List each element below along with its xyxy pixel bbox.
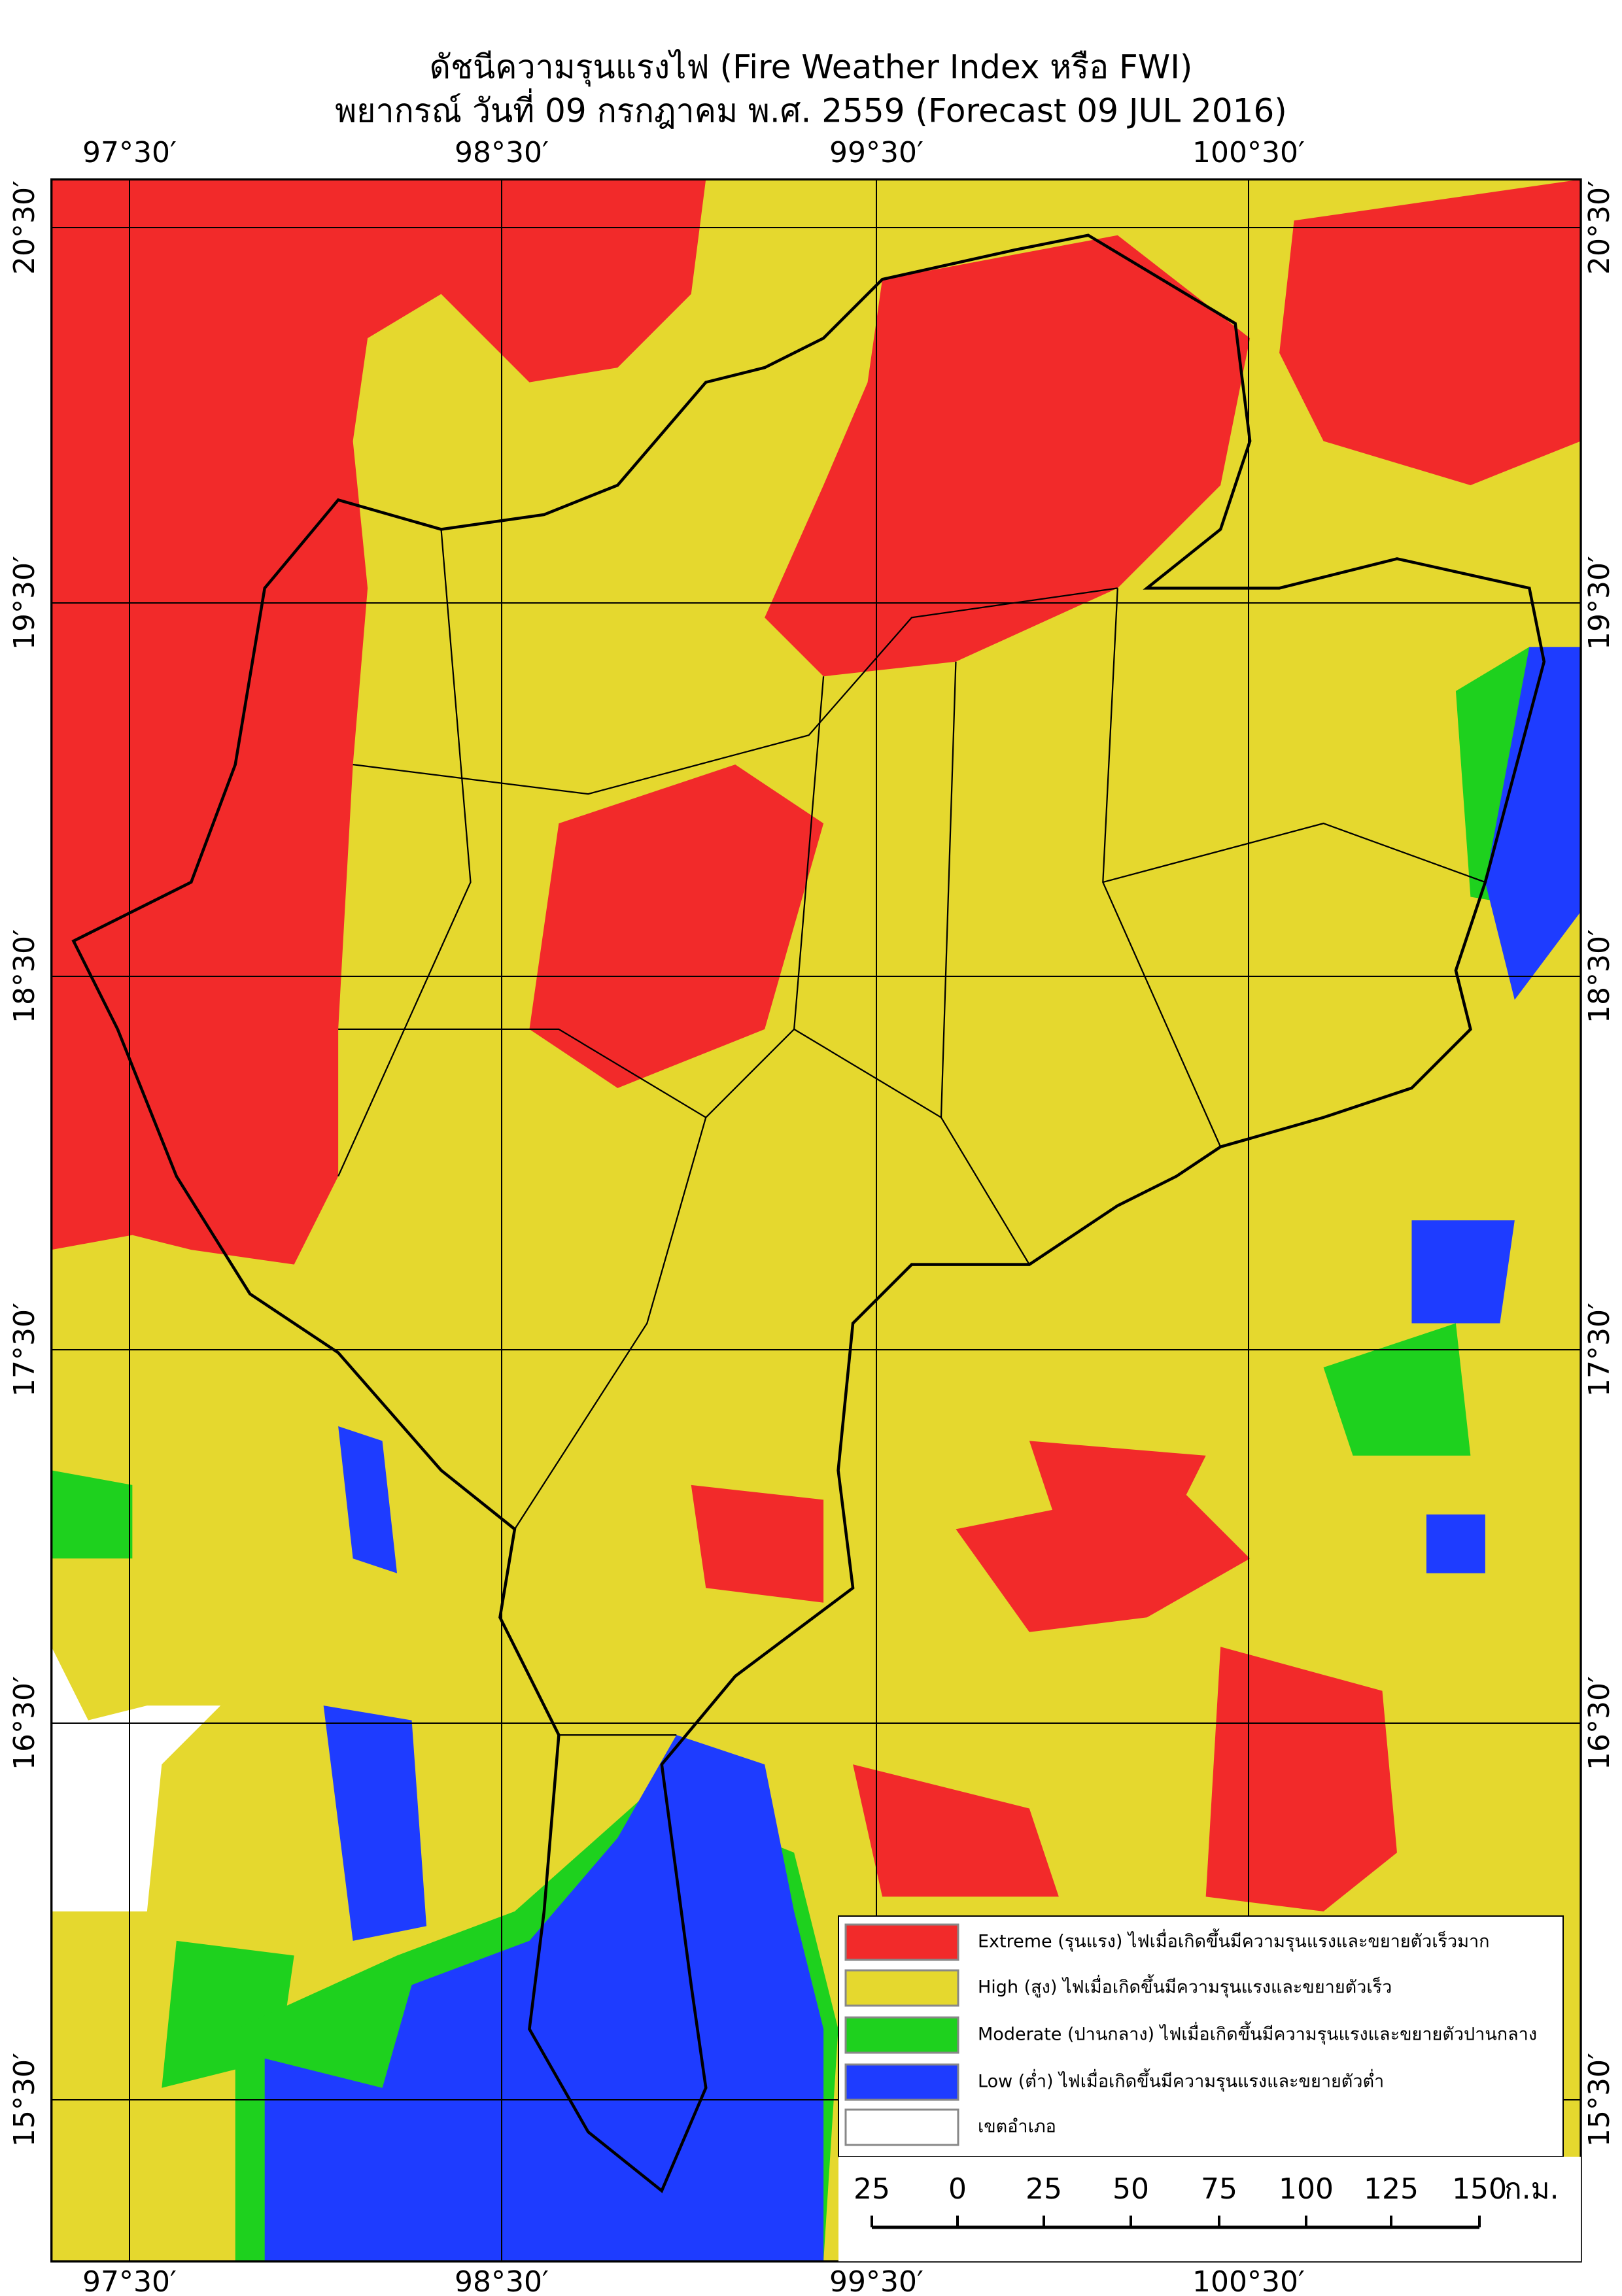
fwi-raster bbox=[50, 178, 1582, 2263]
longitude-label: 97°30′ bbox=[82, 2265, 177, 2293]
latitude-label: 20°30′ bbox=[1583, 180, 1616, 275]
legend-label: Low (ต่ำ) ไฟเมื่อเกิดขึ้นมีความรุนแรงและ… bbox=[978, 2068, 1384, 2093]
longitude-label: 100°30′ bbox=[1192, 136, 1305, 169]
latitude-label: 18°30′ bbox=[8, 929, 41, 1023]
coordinate-labels: 97°30′ 97°30′ 98°30′ 98°30′ 99°30′ 99°30′ 100°… bbox=[8, 136, 1616, 2296]
legend-label: Moderate (ปานกลาง) ไฟเมื่อเกิดขึ้นมีความ… bbox=[978, 2021, 1537, 2046]
longitude-label: 98°30′ bbox=[455, 2265, 549, 2293]
latitude-label: 19°30′ bbox=[8, 556, 41, 650]
scale-label: 125 bbox=[1364, 2172, 1419, 2206]
legend-swatch bbox=[844, 1923, 959, 1961]
longitude-label: 98°30′ bbox=[455, 136, 549, 169]
latitude-label: 19°30′ bbox=[1583, 556, 1616, 650]
latitude-label: 20°30′ bbox=[8, 180, 41, 275]
legend-swatch bbox=[844, 2063, 959, 2101]
graticule bbox=[52, 179, 1581, 2261]
latitude-label: 17°30′ bbox=[1583, 1303, 1616, 1397]
longitude-label: 97°30′ bbox=[82, 136, 177, 169]
scale-label: 25 bbox=[1026, 2172, 1062, 2206]
scale-box bbox=[838, 2157, 1581, 2261]
latitude-label: 15°30′ bbox=[1583, 2053, 1616, 2147]
scale-label: 50 bbox=[1113, 2172, 1149, 2206]
scale-unit: ก.ม. bbox=[1504, 2172, 1559, 2206]
scale-label: 25 bbox=[854, 2172, 890, 2206]
legend-swatch bbox=[844, 1969, 959, 2007]
latitude-label: 15°30′ bbox=[8, 2053, 41, 2147]
map-subtitle: พยากรณ์ วันที่ 09 กรกฎาคม พ.ศ. 2559 (For… bbox=[335, 89, 1287, 130]
latitude-label: 16°30′ bbox=[1583, 1676, 1616, 1770]
legend-label: เขตอำเภอ bbox=[978, 2117, 1056, 2137]
latitude-label: 17°30′ bbox=[8, 1303, 41, 1397]
latitude-label: 16°30′ bbox=[8, 1676, 41, 1770]
longitude-label: 99°30′ bbox=[829, 136, 923, 169]
latitude-label: 18°30′ bbox=[1583, 929, 1616, 1023]
legend-swatch bbox=[844, 2108, 959, 2146]
map-title: ดัชนีความรุนแรงไฟ (Fire Weather Index หร… bbox=[430, 48, 1193, 87]
scale-label: 100 bbox=[1279, 2172, 1334, 2206]
legend: Extreme (รุนแรง) ไฟเมื่อเกิดขึ้นมีความรุ… bbox=[844, 1923, 1537, 2146]
legend-label: Extreme (รุนแรง) ไฟเมื่อเกิดขึ้นมีความรุ… bbox=[978, 1928, 1490, 1953]
legend-swatch bbox=[844, 2016, 959, 2054]
longitude-label: 100°30′ bbox=[1192, 2265, 1305, 2293]
scale-label: 0 bbox=[948, 2172, 967, 2206]
longitude-label: 99°30′ bbox=[829, 2265, 923, 2293]
legend-box bbox=[838, 1915, 1564, 2157]
legend-label: High (สูง) ไฟเมื่อเกิดขึ้นมีความรุนแรงแล… bbox=[978, 1974, 1392, 1998]
scale-label: 75 bbox=[1201, 2172, 1237, 2206]
scale-label: 150 bbox=[1452, 2172, 1507, 2206]
